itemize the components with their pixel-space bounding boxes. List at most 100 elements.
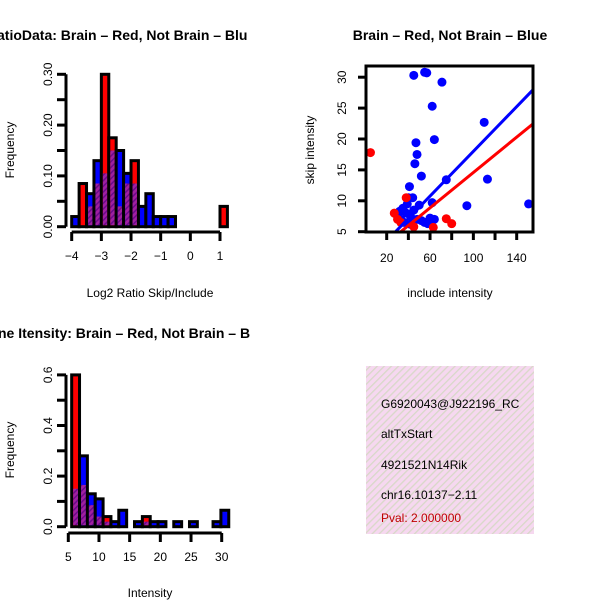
x-tick-label: −1 <box>154 249 168 263</box>
intensity-histogram-title: ne Itensity: Brain – Red, Not Brain – B <box>0 325 250 341</box>
blue-point <box>412 149 422 159</box>
blue-point <box>427 101 437 111</box>
blue-point <box>482 174 492 184</box>
red-point <box>393 214 403 224</box>
scatter-plot-area <box>366 67 533 232</box>
red-bar <box>218 204 229 229</box>
intensity-histogram-ylabel: Frequency <box>3 422 17 479</box>
ratio-histogram-panel: atioData: Brain – Red, Not Brain – Blu 0… <box>0 27 247 300</box>
intensity-histogram-panel: ne Itensity: Brain – Red, Not Brain – B … <box>0 325 250 600</box>
scatter-panel: Brain – Red, Not Brain – Blue 5 10 15 20 25 3… <box>303 27 547 300</box>
blue-point <box>429 214 439 224</box>
overlap-bar <box>104 521 110 526</box>
x-tick-label: 140 <box>507 251 527 265</box>
overlap-bar <box>95 183 100 226</box>
blue-bar <box>117 508 129 529</box>
x-tick-label: 1 <box>217 249 224 263</box>
y-tick-label: 0.0 <box>41 518 55 535</box>
intensity-histogram-xlabel: Intensity <box>128 586 173 600</box>
info-id: G6920043@J922196_RC <box>381 397 520 411</box>
overlap-bar <box>102 173 108 226</box>
blue-point <box>429 135 439 145</box>
x-tick-label: 60 <box>423 251 437 265</box>
overlap-bar <box>125 183 130 226</box>
red-bar <box>70 373 82 529</box>
x-tick-label: −3 <box>95 249 109 263</box>
red-point <box>401 193 411 203</box>
blue-bar <box>166 215 178 229</box>
blue-bar <box>172 520 184 529</box>
blue-point <box>411 138 421 148</box>
blue-point <box>462 201 472 211</box>
y-tick-label: 0.00 <box>41 215 55 239</box>
info-box: G6920043@J922196_RC altTxStart 4921521N1… <box>366 366 534 534</box>
blue-bar <box>187 520 199 529</box>
y-tick-label: 10 <box>335 194 349 208</box>
x-tick-label: 5 <box>65 550 72 564</box>
overlap-bar <box>143 521 149 526</box>
info-gene: 4921521N14Rik <box>381 458 468 472</box>
intensity-histogram-axes: 0.0 0.2 0.4 0.6 5 10 15 20 25 30 <box>41 366 229 564</box>
blue-bar <box>144 192 155 229</box>
blue-point <box>408 193 418 203</box>
x-tick-label: 15 <box>123 550 137 564</box>
overlap-bar <box>117 206 123 226</box>
blue-point <box>524 199 533 209</box>
x-tick-label: 10 <box>92 550 106 564</box>
scatter-plot-box <box>364 64 535 234</box>
x-tick-label: 0 <box>187 249 194 263</box>
y-tick-label: 0.10 <box>41 164 55 188</box>
y-tick-label: 30 <box>335 70 349 84</box>
y-tick-label: 0.2 <box>41 467 55 484</box>
ratio-histogram-bars <box>70 72 229 229</box>
y-tick-label: 0.30 <box>41 62 55 86</box>
info-location: chr16.10137−2.11 <box>381 488 478 502</box>
overlap-bar <box>88 206 93 226</box>
y-tick-label: 20 <box>335 132 349 146</box>
overlap-bar <box>132 183 137 226</box>
scatter-ylabel: skip intensity <box>303 116 317 185</box>
info-event: altTxStart <box>381 427 433 441</box>
blue-point <box>416 171 426 181</box>
info-pval: Pval: 2.000000 <box>381 511 461 525</box>
scatter-title: Brain – Red, Not Brain – Blue <box>353 27 548 43</box>
overlap-bar <box>81 484 86 526</box>
red-fit-line <box>398 122 533 232</box>
blue-point <box>437 77 447 87</box>
y-tick-label: 5 <box>335 228 349 235</box>
red-point <box>366 148 375 158</box>
blue-point <box>422 68 432 78</box>
x-tick-label: 20 <box>154 550 168 564</box>
x-tick-label: 30 <box>215 550 229 564</box>
overlap-bar <box>96 516 102 526</box>
scatter-xlabel: include intensity <box>407 286 492 300</box>
y-tick-label: 0.20 <box>41 113 55 137</box>
y-tick-label: 0.6 <box>41 366 55 383</box>
intensity-histogram-bars <box>70 373 231 529</box>
scatter-marks <box>366 67 533 232</box>
overlap-bar <box>88 505 94 526</box>
ratio-histogram-xlabel: Log2 Ratio Skip/Include <box>87 286 214 300</box>
ratio-histogram-title: atioData: Brain – Red, Not Brain – Blu <box>0 27 247 43</box>
ratio-histogram-axes: 0.00 0.10 0.20 0.30 −4 −3 −2 −1 0 1 <box>41 62 224 263</box>
overlap-bar <box>110 150 115 226</box>
info-box-background <box>366 366 534 534</box>
x-tick-label: 100 <box>463 251 483 265</box>
x-tick-label: 25 <box>184 550 198 564</box>
x-tick-label: −2 <box>124 249 138 263</box>
x-tick-label: 20 <box>380 251 394 265</box>
blue-point <box>479 117 489 127</box>
y-tick-label: 0.4 <box>41 417 55 434</box>
ratio-histogram-ylabel: Frequency <box>3 122 17 179</box>
blue-fit-line <box>393 88 533 232</box>
overlap-bar <box>73 488 79 526</box>
y-tick-label: 25 <box>335 101 349 115</box>
blue-bar <box>93 497 105 529</box>
blue-point <box>410 159 420 169</box>
x-tick-label: −4 <box>65 249 79 263</box>
red-point <box>447 219 457 229</box>
y-tick-label: 15 <box>335 163 349 177</box>
blue-bar <box>219 508 231 529</box>
blue-point <box>404 182 414 192</box>
